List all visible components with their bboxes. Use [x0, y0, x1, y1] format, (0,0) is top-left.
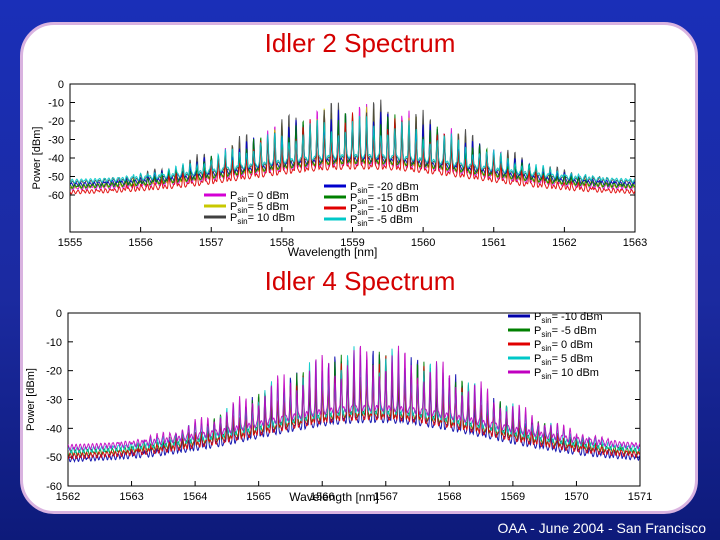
plot-area — [67, 312, 641, 487]
x-tick-label: 1568 — [437, 491, 461, 503]
x-tick-label: 1561 — [482, 237, 506, 249]
y-tick-label: -40 — [48, 153, 64, 165]
chart-title-idler2: Idler 2 Spectrum — [264, 28, 456, 58]
footer-caption: OAA - June 2004 - San Francisco — [497, 520, 706, 536]
x-tick-label: 1559 — [340, 237, 364, 249]
y-tick-label: 0 — [58, 79, 64, 91]
legend-entry: Psin= 5 dBm — [534, 353, 593, 367]
y-tick-label: -40 — [46, 423, 62, 435]
x-axis-label: Wavelength [nm] — [288, 245, 378, 259]
x-tick-label: 1570 — [564, 491, 588, 503]
x-tick-label: 1564 — [183, 491, 207, 503]
series-line — [70, 115, 635, 184]
x-tick-label: 1565 — [246, 491, 270, 503]
y-tick-label: -60 — [48, 190, 64, 202]
x-tick-label: 1569 — [501, 491, 525, 503]
legend-entry: Psin= -5 dBm — [534, 325, 597, 339]
x-tick-label: 1563 — [623, 237, 647, 249]
legend-entry: Psin= 0 dBm — [230, 190, 289, 204]
y-tick-label: -30 — [46, 395, 62, 407]
x-tick-label: 1562 — [552, 237, 576, 249]
y-tick-label: -10 — [46, 337, 62, 349]
x-tick-label: 1557 — [199, 237, 223, 249]
legend-entry: Psin= -10 dBm — [534, 311, 603, 325]
legend-entry: Psin= 10 dBm — [230, 212, 295, 226]
y-axis-label: Power [dBm] — [31, 127, 43, 190]
y-tick-label: 0 — [56, 308, 62, 320]
series-line — [70, 112, 635, 195]
x-tick-label: 1562 — [56, 491, 80, 503]
x-tick-label: 1556 — [128, 237, 152, 249]
series-group — [68, 345, 640, 464]
y-axis-label: Power [dBm] — [25, 368, 37, 431]
y-tick-label: -20 — [46, 366, 62, 378]
chart-title-idler4: Idler 4 Spectrum — [264, 266, 456, 296]
y-tick-label: -50 — [48, 172, 64, 184]
legend-entry: Psin= -10 dBm — [350, 203, 419, 217]
legend-entry: Psin= 0 dBm — [534, 339, 593, 353]
legend-entry: Psin= -15 dBm — [350, 192, 419, 206]
x-axis-label: Wavelength [nm] — [289, 490, 379, 504]
series-line — [68, 345, 640, 452]
x-tick-label: 1558 — [270, 237, 294, 249]
y-tick-label: -60 — [46, 481, 62, 493]
y-tick-label: -50 — [46, 452, 62, 464]
x-tick-label: 1566 — [310, 491, 334, 503]
y-tick-label: -10 — [48, 98, 64, 110]
legend-entry: Psin= 10 dBm — [534, 367, 599, 381]
legend-entry: Psin= 5 dBm — [230, 201, 289, 215]
legend-entry: Psin= -20 dBm — [350, 181, 419, 195]
series-group — [70, 99, 635, 195]
x-tick-label: 1560 — [411, 237, 435, 249]
legend-entry: Psin= -5 dBm — [350, 214, 413, 228]
x-tick-label: 1563 — [119, 491, 143, 503]
y-tick-label: -20 — [48, 116, 64, 128]
x-tick-label: 1555 — [58, 237, 82, 249]
x-tick-label: 1571 — [628, 491, 652, 503]
x-tick-label: 1567 — [374, 491, 398, 503]
y-tick-label: -30 — [48, 135, 64, 147]
